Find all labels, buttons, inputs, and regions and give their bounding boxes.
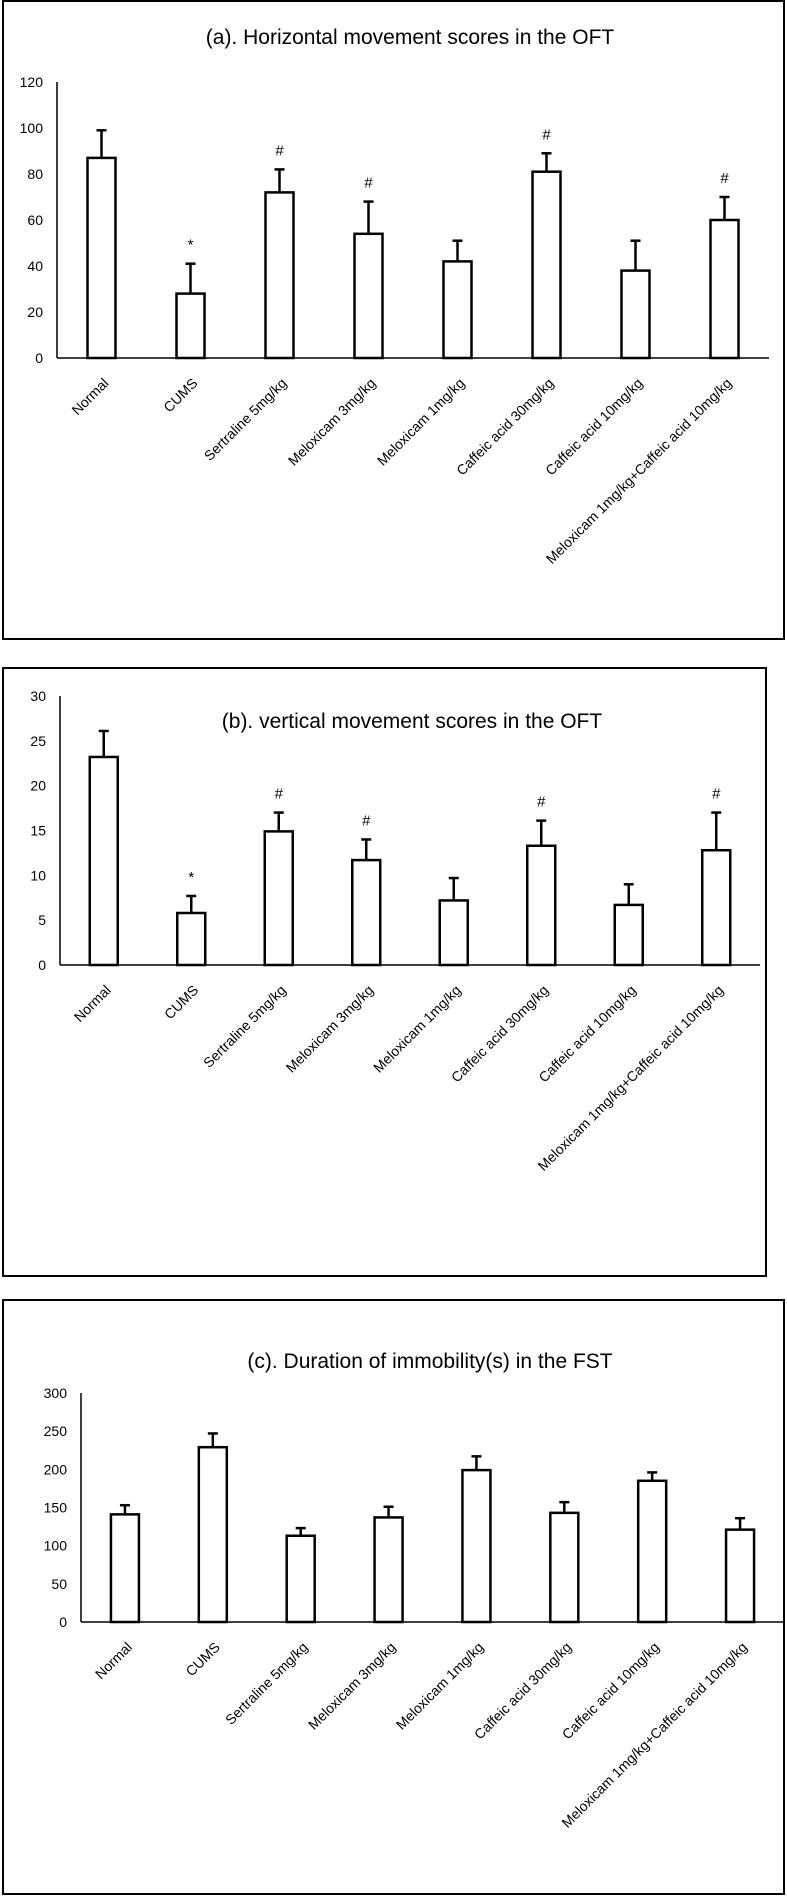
bar	[461, 1468, 492, 1624]
significance-marker: *	[188, 869, 194, 886]
chart-c: (c). Duration of immobility(s) in the FS…	[2, 1299, 785, 1895]
x-category-label: Caffeic acid 30mg/kg	[471, 1639, 575, 1743]
y-tick-label: 20	[30, 778, 46, 794]
bar	[620, 269, 651, 360]
y-tick-label: 25	[30, 733, 46, 749]
y-tick-label: 250	[44, 1423, 68, 1439]
x-category-label: Meloxicam 1mg/kg	[370, 982, 464, 1076]
y-tick-label: 100	[20, 120, 44, 136]
x-category-label: Meloxicam 3mg/kg	[283, 982, 377, 1076]
x-category-label: Meloxicam 1mg/kg+Caffeic acid 10mg/kg	[534, 982, 726, 1174]
x-category-label: Normal	[68, 375, 111, 418]
significance-marker: #	[362, 812, 371, 829]
y-tick-label: 200	[44, 1461, 68, 1477]
x-category-label: Sertraline 5mg/kg	[201, 375, 290, 464]
chart-a: (a). Horizontal movement scores in the O…	[2, 0, 785, 640]
y-tick-label: 20	[27, 304, 43, 320]
y-tick-label: 40	[27, 258, 43, 274]
bar	[353, 232, 384, 360]
bar	[636, 1479, 668, 1624]
y-tick-label: 10	[30, 867, 46, 883]
y-tick-label: 120	[20, 74, 44, 90]
bar	[109, 1513, 141, 1624]
y-tick-label: 5	[38, 912, 46, 928]
bar	[197, 1445, 229, 1624]
bar	[438, 899, 469, 967]
x-category-label: Caffeic acid 30mg/kg	[453, 375, 557, 479]
bar	[351, 858, 382, 967]
x-category-label: Meloxicam 1mg/kg	[393, 1639, 487, 1733]
bar	[86, 156, 117, 360]
bar	[724, 1528, 756, 1624]
y-tick-label: 80	[27, 166, 43, 182]
y-tick-label: 0	[35, 350, 43, 366]
bar	[526, 844, 557, 967]
bar	[88, 755, 119, 967]
x-category-label: Normal	[71, 982, 114, 1025]
significance-marker: #	[364, 175, 373, 192]
significance-marker: *	[188, 237, 194, 254]
y-tick-label: 15	[30, 823, 46, 839]
x-category-label: Sertraline 5mg/kg	[222, 1639, 311, 1728]
x-category-label: Normal	[92, 1639, 135, 1682]
y-tick-label: 30	[30, 688, 46, 704]
bar	[373, 1516, 404, 1624]
bar	[263, 830, 294, 967]
significance-marker: #	[275, 142, 284, 159]
x-category-label: CUMS	[182, 1639, 222, 1679]
bar	[613, 903, 644, 967]
x-category-label: Meloxicam 1mg/kg+Caffeic acid 10mg/kg	[543, 375, 735, 567]
x-category-label: Caffeic acid 30mg/kg	[448, 982, 552, 1086]
x-category-label: Caffeic acid 10mg/kg	[559, 1639, 663, 1743]
bar	[549, 1511, 580, 1624]
x-category-label: Meloxicam 3mg/kg	[285, 375, 379, 469]
y-tick-label: 0	[38, 957, 46, 973]
significance-marker: #	[537, 794, 546, 811]
chart-border	[2, 0, 785, 640]
bar	[175, 292, 206, 360]
significance-marker: #	[720, 170, 729, 187]
x-category-label: Meloxicam 1mg/kg	[374, 375, 468, 469]
y-tick-label: 150	[44, 1500, 68, 1516]
significance-marker: #	[712, 786, 721, 803]
x-category-label: Caffeic acid 10mg/kg	[542, 375, 646, 479]
x-category-label: Caffeic acid 10mg/kg	[535, 982, 639, 1086]
bar	[264, 191, 295, 360]
bar	[176, 911, 207, 967]
bar	[442, 260, 473, 360]
chart-b: (b). vertical movement scores in the OFT…	[2, 667, 767, 1277]
x-category-label: CUMS	[161, 982, 201, 1022]
y-tick-label: 300	[44, 1385, 68, 1401]
chart-border	[2, 1299, 785, 1895]
chart-title: (b). vertical movement scores in the OFT	[222, 710, 603, 733]
significance-marker: #	[542, 126, 551, 143]
y-tick-label: 0	[59, 1614, 67, 1630]
chart-title: (c). Duration of immobility(s) in the FS…	[247, 1350, 612, 1373]
chart-title: (a). Horizontal movement scores in the O…	[206, 26, 615, 49]
x-category-label: Sertraline 5mg/kg	[200, 982, 289, 1071]
bar	[531, 170, 562, 360]
x-category-label: CUMS	[160, 375, 200, 415]
y-tick-label: 50	[51, 1576, 67, 1592]
bar	[709, 218, 740, 360]
significance-marker: #	[275, 786, 284, 803]
x-category-label: Meloxicam 1mg/kg+Caffeic acid 10mg/kg	[558, 1639, 750, 1831]
chart-border	[2, 667, 767, 1277]
x-category-label: Meloxicam 3mg/kg	[305, 1639, 399, 1733]
y-tick-label: 60	[27, 212, 43, 228]
bar	[701, 848, 732, 967]
y-tick-label: 100	[44, 1538, 68, 1554]
bar	[285, 1534, 316, 1624]
